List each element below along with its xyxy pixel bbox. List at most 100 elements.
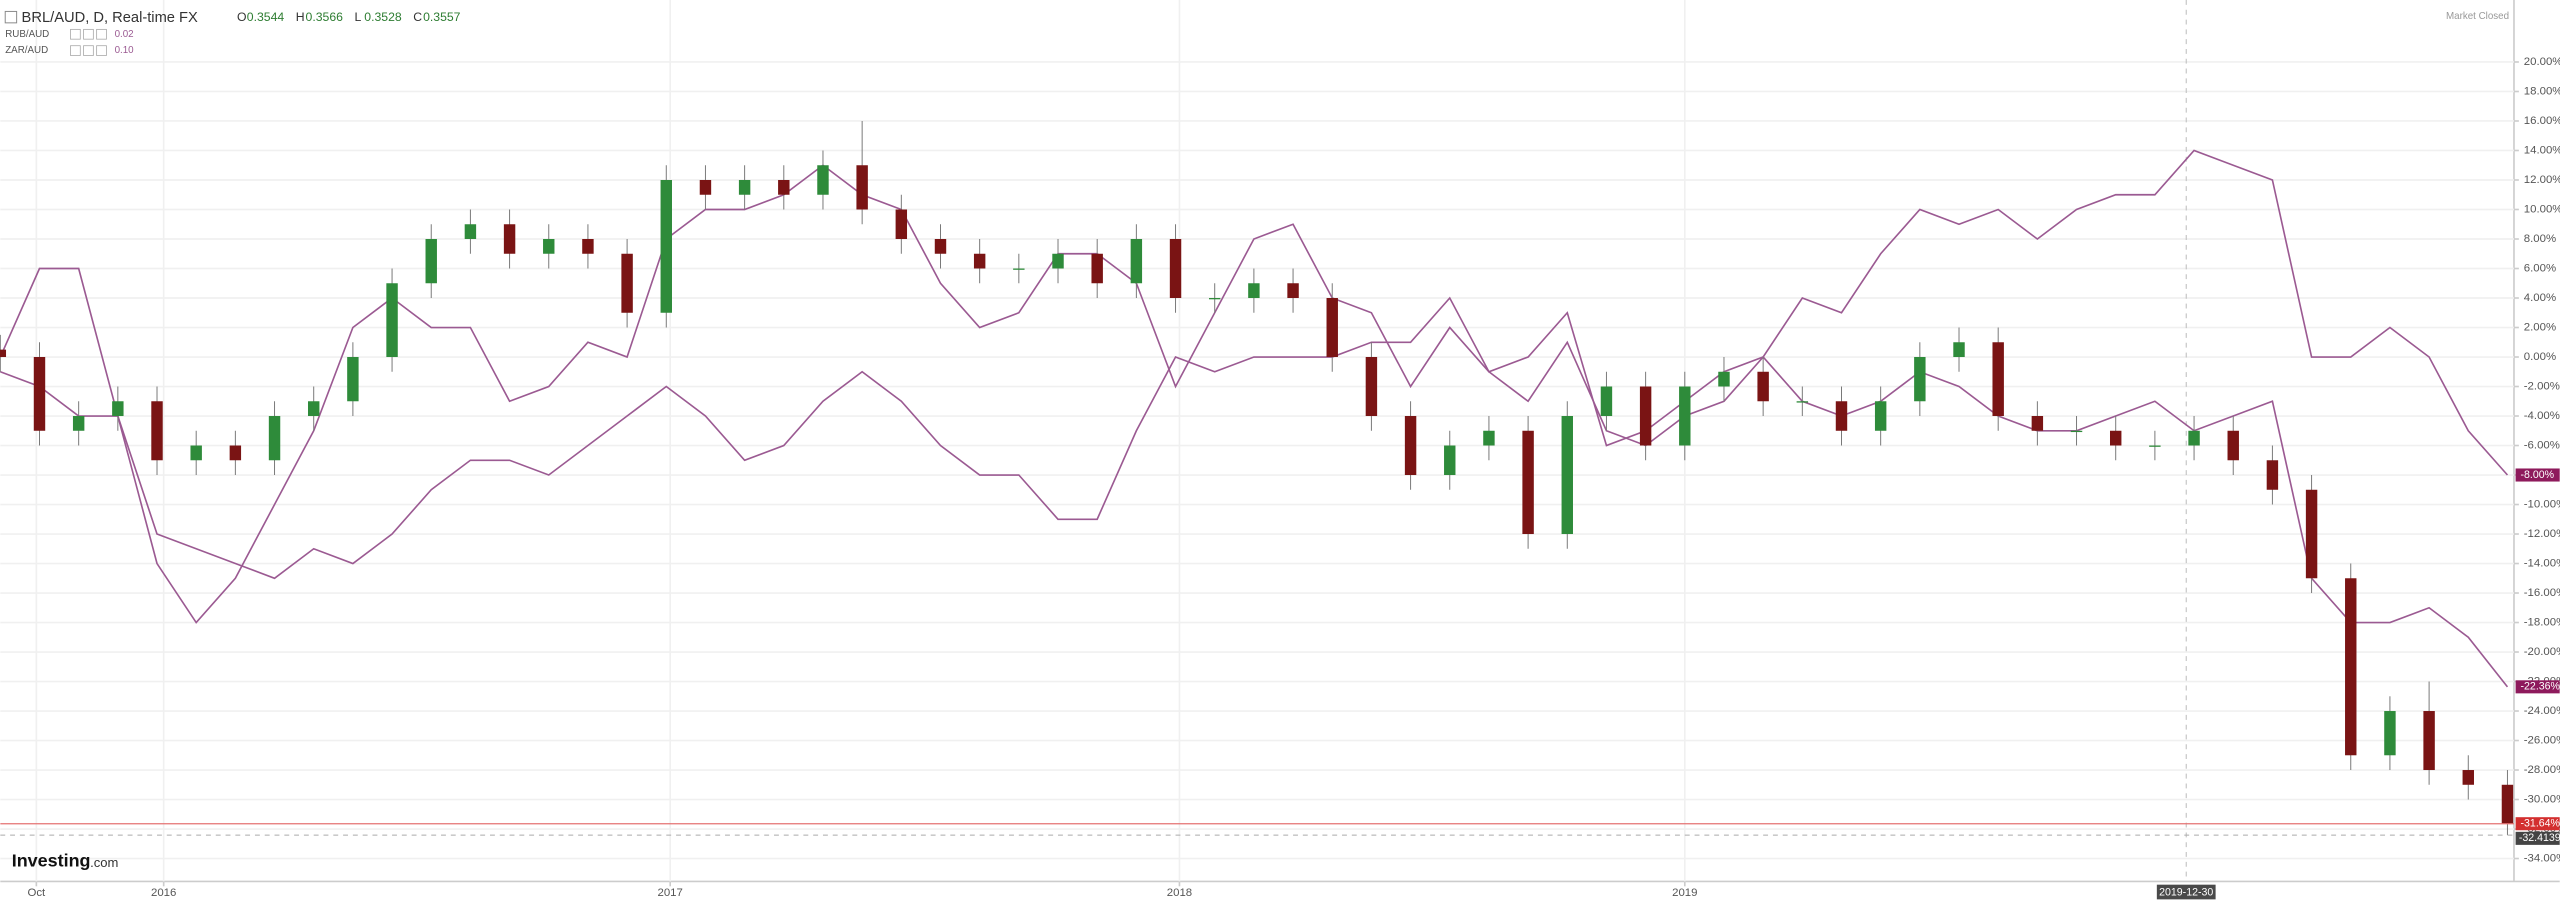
- y-tick-label: 0.00%: [2524, 351, 2556, 363]
- candle-body: [817, 165, 829, 195]
- legend-button[interactable]: [70, 28, 81, 40]
- market-status: Market Closed: [2446, 11, 2509, 22]
- candle-body: [425, 239, 437, 284]
- candle-body: [307, 401, 320, 417]
- y-tick-label: -34.00%: [2524, 853, 2560, 865]
- candle-body: [2109, 430, 2122, 446]
- y-tick-label: 12.00%: [2524, 174, 2560, 186]
- y-tick-label: -6.00%: [2524, 440, 2560, 452]
- candle-body: [2149, 445, 2161, 447]
- y-tick-label: -28.00%: [2524, 764, 2560, 776]
- candle-body: [778, 179, 790, 195]
- y-tick-label: -4.00%: [2524, 410, 2560, 422]
- candle-body: [190, 445, 202, 461]
- y-tick-label: -20.00%: [2524, 646, 2560, 658]
- candle-body: [33, 357, 46, 431]
- y-tick-label: -24.00%: [2524, 705, 2560, 717]
- candle-body: [1013, 268, 1025, 270]
- candle-body: [1757, 371, 1769, 402]
- ohlc-key: O: [237, 10, 247, 24]
- candle-body: [2188, 430, 2200, 446]
- series-tag-label: -22.36%: [2521, 681, 2560, 693]
- candle-body: [1522, 430, 1534, 535]
- candle-body: [1679, 386, 1691, 446]
- candle-body: [229, 445, 242, 461]
- candle-body: [268, 416, 281, 461]
- candle-body: [1248, 283, 1260, 299]
- ohlc-value: 0.3528: [364, 10, 402, 24]
- crosshair-label: 2019-12-30: [2159, 887, 2213, 899]
- legend-button[interactable]: [70, 45, 81, 56]
- series-line: [0, 149, 2509, 580]
- y-tick-label: -16.00%: [2524, 587, 2560, 599]
- y-tick-label: 2.00%: [2524, 322, 2556, 334]
- candle-body: [2266, 460, 2279, 490]
- legend-value: 0.02: [115, 29, 134, 40]
- candle-body: [699, 179, 712, 195]
- candle-body: [1796, 401, 1809, 403]
- legend-button[interactable]: [96, 45, 107, 56]
- candle-body: [1953, 342, 1965, 358]
- candle-body: [1914, 357, 1926, 402]
- candle-body: [347, 357, 359, 402]
- candle-body: [503, 224, 516, 254]
- series-tag: [2515, 468, 2560, 482]
- candle-body: [1874, 401, 1887, 431]
- legend-name: ZAR/AUD: [5, 45, 48, 56]
- candle-body: [2305, 489, 2318, 579]
- chart-title: BRL/AUD, D, Real-time FX: [22, 10, 198, 26]
- candle-body: [1208, 298, 1221, 300]
- candle-body: [1483, 430, 1495, 446]
- candle-body: [582, 239, 594, 254]
- y-tick-label: 4.00%: [2524, 292, 2556, 304]
- candle-body: [738, 179, 751, 195]
- ohlc-key: H: [296, 10, 305, 24]
- candle-body: [1169, 239, 1182, 299]
- candle-body: [151, 401, 163, 461]
- ohlc-value: 0.3544: [247, 10, 285, 24]
- candle-body: [660, 179, 672, 313]
- logo: Investing: [12, 851, 91, 871]
- legend-button[interactable]: [83, 28, 94, 40]
- candle-body: [1326, 298, 1338, 358]
- y-tick-label: 8.00%: [2524, 233, 2556, 245]
- candle-body: [72, 416, 85, 431]
- x-tick-label: 2016: [151, 887, 176, 899]
- series-line: [0, 164, 2509, 688]
- candle-body: [2345, 578, 2357, 756]
- x-tick-label: 2018: [1167, 887, 1192, 899]
- last-price-tag: [2515, 817, 2560, 831]
- candle-body: [2227, 430, 2239, 461]
- legend-name: RUB/AUD: [5, 29, 49, 40]
- ohlc-key: L: [355, 10, 362, 24]
- collapse-icon[interactable]: [4, 10, 18, 24]
- y-tick-label: -26.00%: [2524, 735, 2560, 747]
- legend-value: 0.10: [115, 45, 135, 56]
- y-tick-label: 16.00%: [2524, 115, 2560, 127]
- y-tick-label: -14.00%: [2524, 558, 2560, 570]
- overlay: BRL/AUD, D, Real-time FX Market Closed I…: [4, 10, 2560, 900]
- plot-area: [0, 0, 2514, 882]
- candle-body: [1404, 416, 1417, 476]
- low-label: -32.4139: [2519, 832, 2560, 844]
- candle-body: [1835, 401, 1848, 431]
- candle-body: [1091, 253, 1103, 284]
- logo-suffix: .com: [90, 855, 118, 870]
- legend-button[interactable]: [83, 45, 94, 56]
- y-tick-label: 6.00%: [2524, 263, 2556, 275]
- candle-body: [1052, 253, 1064, 269]
- y-tick-label: -18.00%: [2524, 617, 2560, 629]
- series-tag-label: -8.00%: [2521, 469, 2555, 481]
- candle-body: [2501, 784, 2514, 824]
- candle-body: [1365, 357, 1378, 417]
- last-price-label: -31.64%: [2521, 818, 2560, 830]
- candle-body: [895, 209, 908, 240]
- legend-button[interactable]: [96, 28, 107, 40]
- crosshair-label-bg: [2156, 884, 2216, 900]
- candle-body: [1444, 445, 1456, 476]
- candle-body: [464, 224, 477, 240]
- candle-body: [934, 239, 947, 254]
- candle-body: [2462, 770, 2474, 785]
- y-tick-label: -30.00%: [2524, 794, 2560, 806]
